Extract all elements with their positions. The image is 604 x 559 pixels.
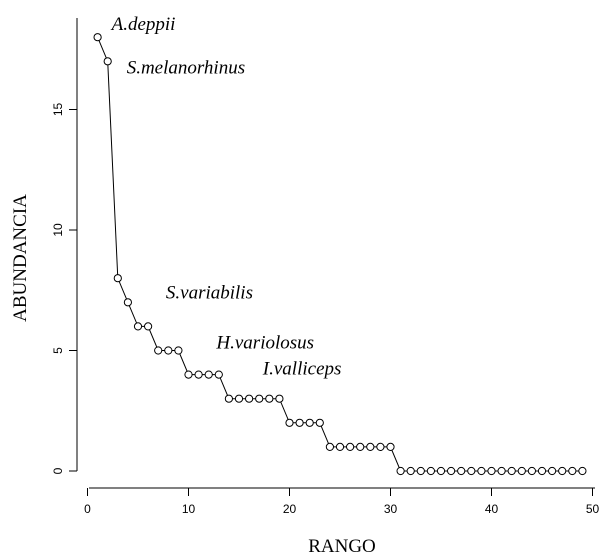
data-point (477, 466, 486, 476)
species-annotations: A.deppii S.melanorhinus S.variabilis H.vari… (110, 14, 342, 379)
data-point (447, 466, 456, 476)
data-point (224, 394, 233, 403)
data-point (214, 370, 223, 379)
data-point (265, 394, 274, 403)
species-label: H.variolosus (215, 333, 314, 354)
x-tick-label: 30 (384, 502, 398, 516)
data-point (376, 442, 385, 451)
data-point (103, 57, 112, 66)
data-point (305, 418, 314, 427)
y-tick-label: 5 (51, 347, 65, 354)
data-point (426, 466, 435, 476)
x-tick-label: 20 (283, 502, 297, 516)
data-point (366, 442, 375, 451)
data-point (436, 466, 446, 476)
x-tick-label: 10 (182, 502, 196, 516)
data-point (537, 466, 547, 476)
data-point (558, 466, 567, 476)
data-point (386, 442, 395, 451)
data-point (204, 370, 213, 379)
data-point (154, 346, 163, 355)
y-axis: 0 5 10 15 (51, 18, 78, 474)
data-point (184, 370, 193, 379)
data-point (507, 466, 516, 476)
data-points (93, 33, 587, 476)
data-point (568, 466, 577, 476)
data-point (245, 394, 254, 403)
y-tick-label: 10 (51, 223, 65, 237)
data-point (295, 418, 304, 427)
data-point (527, 466, 537, 476)
data-point (396, 466, 405, 476)
data-point (123, 298, 133, 307)
data-point (497, 466, 506, 476)
data-point (275, 394, 284, 403)
species-label: A.deppii (110, 14, 176, 35)
data-point (467, 466, 476, 476)
species-label: I.valliceps (262, 359, 342, 380)
data-point (578, 466, 587, 476)
x-ticks: 0 10 20 30 40 50 (84, 488, 599, 516)
data-point (164, 346, 173, 355)
species-label: S.melanorhinus (127, 57, 245, 78)
data-point (487, 466, 496, 476)
y-axis-title: ABUNDANCIA (10, 194, 31, 322)
data-point (255, 394, 264, 403)
data-point (315, 418, 324, 427)
data-point (234, 394, 244, 403)
y-tick-label: 15 (51, 103, 65, 117)
data-point (335, 442, 345, 451)
data-point (93, 33, 102, 42)
data-point (346, 442, 355, 451)
data-point (406, 466, 415, 476)
x-axis-title: RANGO (308, 536, 376, 557)
data-point (133, 322, 143, 331)
x-tick-label: 40 (485, 502, 499, 516)
data-point (457, 466, 466, 476)
data-point (174, 346, 183, 355)
x-axis: 0 10 20 30 40 50 (84, 487, 599, 516)
y-tick-label: 0 (51, 467, 65, 474)
x-tick-label: 50 (586, 502, 600, 516)
data-point (325, 442, 334, 451)
data-point (285, 418, 294, 427)
series-line (97, 37, 583, 472)
data-point (548, 466, 557, 476)
data-point (356, 442, 365, 451)
x-tick-label: 0 (84, 502, 91, 516)
data-point (144, 322, 153, 331)
data-point (416, 466, 425, 476)
species-label: S.variabilis (166, 282, 253, 303)
data-point (517, 466, 526, 476)
data-point (194, 370, 203, 379)
y-ticks: 0 5 10 15 (51, 103, 77, 474)
data-point (113, 274, 122, 283)
